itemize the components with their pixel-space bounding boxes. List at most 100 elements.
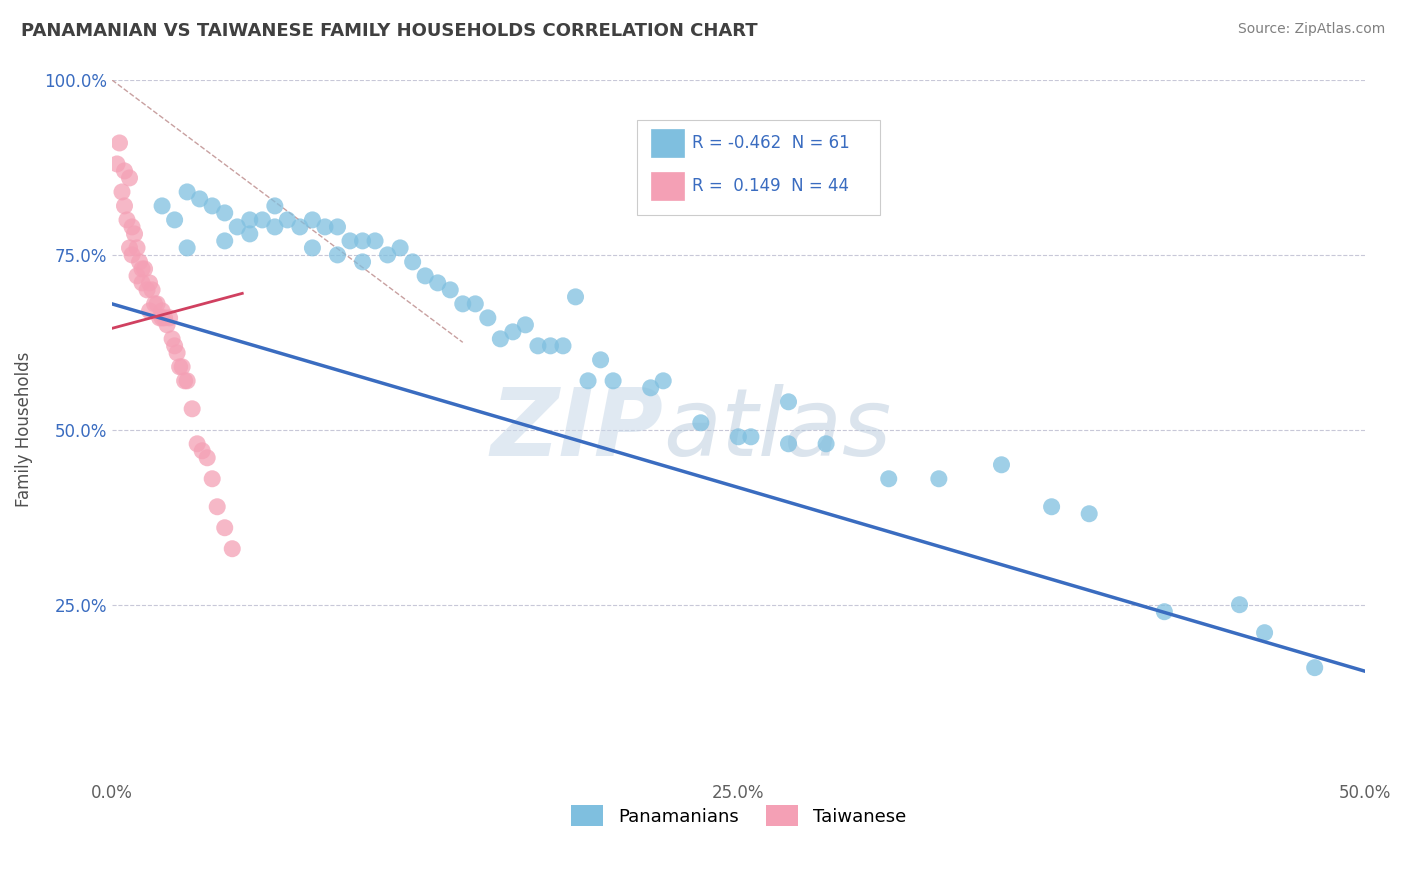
Point	[131, 261, 153, 276]
Y-axis label: Family Households: Family Households	[15, 352, 32, 508]
Point	[163, 339, 186, 353]
Point	[138, 276, 160, 290]
Point	[111, 185, 134, 199]
Point	[778, 437, 800, 451]
Point	[815, 437, 838, 451]
Point	[377, 248, 399, 262]
Point	[166, 346, 188, 360]
Point	[114, 199, 136, 213]
Point	[160, 332, 183, 346]
Point	[640, 381, 662, 395]
Point	[990, 458, 1012, 472]
Point	[115, 213, 138, 227]
Point	[195, 450, 218, 465]
Point	[176, 185, 198, 199]
Point	[172, 359, 194, 374]
Point	[252, 213, 274, 227]
Point	[141, 283, 163, 297]
Point	[150, 199, 173, 213]
Point	[214, 521, 236, 535]
Point	[156, 318, 179, 332]
Point	[451, 297, 474, 311]
Point	[181, 401, 204, 416]
Text: ZIP: ZIP	[491, 384, 664, 475]
Point	[108, 136, 131, 150]
Point	[727, 430, 749, 444]
Point	[301, 213, 323, 227]
Point	[352, 255, 374, 269]
Point	[138, 303, 160, 318]
Point	[401, 255, 423, 269]
Text: R =  0.149  N = 44: R = 0.149 N = 44	[692, 177, 849, 195]
Point	[877, 472, 900, 486]
Point	[131, 276, 153, 290]
Text: atlas: atlas	[664, 384, 891, 475]
Point	[339, 234, 361, 248]
Point	[150, 310, 173, 325]
Point	[191, 443, 214, 458]
Point	[188, 192, 211, 206]
Point	[489, 332, 512, 346]
Point	[740, 430, 762, 444]
Point	[226, 219, 249, 234]
Point	[1078, 507, 1101, 521]
Point	[186, 437, 208, 451]
Point	[118, 241, 141, 255]
Point	[121, 248, 143, 262]
Point	[105, 157, 128, 171]
Point	[176, 374, 198, 388]
Point	[169, 359, 191, 374]
Point	[589, 352, 612, 367]
Point	[1253, 625, 1275, 640]
Point	[1229, 598, 1251, 612]
Point	[301, 241, 323, 255]
Point	[689, 416, 711, 430]
Point	[214, 206, 236, 220]
Point	[121, 219, 143, 234]
Point	[239, 227, 262, 241]
Point	[439, 283, 461, 297]
Point	[173, 374, 195, 388]
Point	[426, 276, 449, 290]
Point	[125, 241, 148, 255]
Point	[1040, 500, 1063, 514]
Point	[527, 339, 550, 353]
Point	[326, 248, 349, 262]
Point	[221, 541, 243, 556]
Point	[153, 310, 176, 325]
Legend: Panamanians, Taiwanese: Panamanians, Taiwanese	[564, 798, 912, 833]
Point	[564, 290, 586, 304]
Text: R = -0.462  N = 61: R = -0.462 N = 61	[692, 134, 851, 153]
Point	[128, 255, 150, 269]
Point	[263, 199, 285, 213]
Point	[143, 297, 166, 311]
Point	[163, 213, 186, 227]
Point	[214, 234, 236, 248]
Point	[148, 310, 170, 325]
Point	[125, 268, 148, 283]
Text: Source: ZipAtlas.com: Source: ZipAtlas.com	[1237, 22, 1385, 37]
Point	[652, 374, 675, 388]
Point	[314, 219, 336, 234]
Point	[602, 374, 624, 388]
Point	[146, 297, 169, 311]
Point	[389, 241, 412, 255]
Point	[464, 297, 486, 311]
Point	[118, 170, 141, 185]
Point	[276, 213, 298, 227]
Point	[124, 227, 146, 241]
Point	[413, 268, 436, 283]
Point	[515, 318, 537, 332]
Point	[159, 310, 181, 325]
Point	[502, 325, 524, 339]
Point	[150, 303, 173, 318]
Point	[288, 219, 311, 234]
Point	[114, 164, 136, 178]
Point	[263, 219, 285, 234]
Point	[136, 283, 159, 297]
Point	[239, 213, 262, 227]
Point	[540, 339, 562, 353]
Point	[201, 199, 224, 213]
Point	[352, 234, 374, 248]
Point	[551, 339, 574, 353]
